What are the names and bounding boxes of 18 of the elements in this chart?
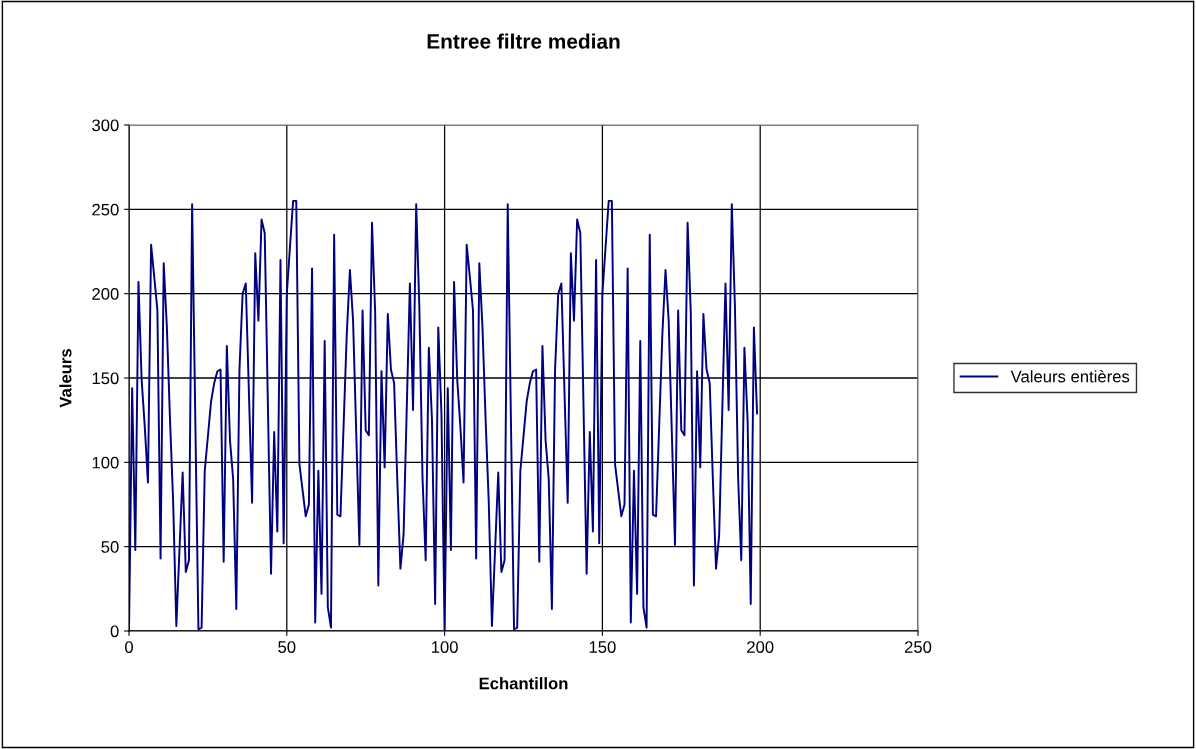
- chart-title: Entree filtre median: [427, 33, 620, 49]
- x-tick-label: 200: [747, 641, 774, 653]
- legend-label: Valeurs entières: [1010, 370, 1130, 383]
- line-series: [129, 199, 759, 631]
- y-tick-label: 300: [92, 119, 119, 132]
- x-axis-title: Echantillon: [479, 677, 568, 690]
- x-tick-label: 150: [589, 641, 616, 653]
- x-tick-label: 250: [904, 641, 932, 653]
- y-tick-label: 0: [110, 625, 119, 638]
- y-tick-label: 100: [92, 456, 119, 469]
- x-tick-label: 0: [125, 641, 133, 653]
- x-tick-label: 100: [431, 641, 458, 653]
- y-tick-label: 50: [101, 541, 119, 553]
- y-tick-label: 250: [92, 203, 119, 216]
- y-tick-label: 200: [92, 288, 119, 300]
- y-tick-label: 150: [92, 372, 119, 385]
- x-tick-label: 50: [278, 641, 296, 653]
- y-axis-title: Valeurs: [59, 349, 72, 408]
